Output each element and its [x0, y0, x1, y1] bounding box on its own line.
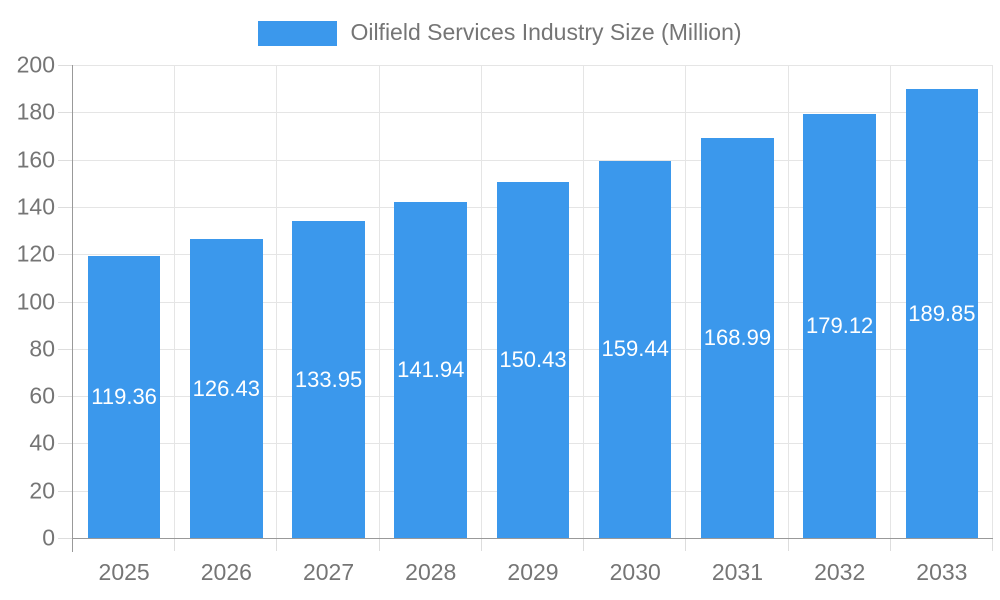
x-axis-tick: [378, 538, 380, 551]
gridline-horizontal: [73, 65, 993, 66]
y-axis-tick: [58, 396, 73, 398]
y-axis-label: 160: [16, 146, 55, 173]
gridline-vertical: [685, 65, 687, 538]
bar-value-label: 159.44: [601, 336, 669, 362]
x-axis-label: 2030: [609, 559, 661, 585]
x-axis-label: 2032: [814, 559, 866, 585]
gridline-horizontal: [73, 112, 993, 114]
bar: 189.85: [905, 89, 979, 538]
bar-value-label: 133.95: [294, 366, 363, 392]
x-axis-tick: [583, 538, 585, 551]
y-axis-tick: [58, 538, 73, 539]
gridline-vertical: [583, 65, 585, 538]
gridline-vertical: [174, 65, 176, 538]
bar: 150.43: [496, 182, 570, 538]
gridline-vertical: [378, 65, 380, 538]
y-axis-tick: [58, 301, 73, 303]
gridline-vertical: [787, 65, 789, 538]
y-axis-label: 60: [29, 382, 55, 409]
gridline-horizontal: [73, 159, 993, 161]
x-axis-tick: [685, 538, 687, 551]
y-axis-tick: [58, 206, 73, 208]
y-axis-tick: [58, 443, 73, 445]
x-axis-tick: [889, 538, 891, 551]
y-axis-tick: [58, 65, 73, 66]
x-axis-label: 2028: [405, 559, 457, 585]
y-axis-tick: [58, 490, 73, 492]
y-axis-tick: [58, 112, 73, 114]
plot-area: 0 20 40 60 80 100 120 140 160 180 200 119.36 2025 126…: [17, 53, 993, 584]
gridline-vertical: [276, 65, 278, 538]
x-axis-tick: [992, 538, 993, 551]
bar: 119.36: [87, 255, 161, 538]
x-axis-tick: [480, 538, 482, 551]
gridline-vertical: [992, 65, 993, 538]
x-axis-tick: [787, 538, 789, 551]
bar-value-label: 168.99: [703, 325, 772, 351]
y-axis-label: 180: [16, 98, 55, 125]
x-axis-tick: [276, 538, 278, 551]
legend[interactable]: Oilfield Services Industry Size (Million…: [0, 19, 1000, 47]
x-axis-label: 2029: [507, 559, 559, 585]
bar: 159.44: [598, 160, 672, 538]
x-axis-line: [72, 538, 993, 539]
x-axis-tick: [174, 538, 176, 551]
legend-swatch-icon: [258, 20, 338, 46]
y-axis-label: 80: [29, 335, 55, 362]
bar-value-label: 141.94: [397, 357, 465, 383]
gridline-vertical: [480, 65, 482, 538]
y-axis-label: 40: [29, 429, 55, 456]
bar: 126.43: [190, 239, 263, 538]
bar-value-label: 119.36: [91, 383, 157, 409]
x-axis-label: 2027: [302, 559, 355, 585]
y-axis-label: 20: [29, 477, 55, 504]
bar-value-label: 189.85: [908, 300, 976, 326]
y-axis-label: 200: [16, 51, 55, 78]
bar: 141.94: [394, 202, 468, 538]
legend-label: Oilfield Services Industry Size (Million…: [350, 19, 742, 46]
gridline-vertical: [889, 65, 891, 538]
x-axis-label: 2031: [711, 559, 764, 585]
x-axis-label: 2025: [98, 559, 150, 585]
x-axis-label: 2033: [916, 559, 968, 585]
bar: 133.95: [292, 221, 365, 538]
x-axis-label: 2026: [200, 559, 252, 585]
bar-value-label: 150.43: [499, 347, 567, 373]
y-axis-tick: [58, 159, 73, 161]
bar: 179.12: [803, 114, 876, 538]
bar-value-label: 179.12: [806, 313, 874, 339]
bar: 168.99: [701, 138, 774, 538]
y-axis-tick: [58, 348, 73, 350]
y-axis-tick: [58, 254, 73, 256]
bar-value-label: 126.43: [192, 375, 260, 401]
y-axis-line: [72, 65, 73, 552]
y-axis-label: 0: [42, 524, 55, 551]
y-axis-label: 140: [16, 193, 55, 220]
y-axis-label: 100: [16, 288, 55, 314]
y-axis-label: 120: [16, 240, 55, 267]
